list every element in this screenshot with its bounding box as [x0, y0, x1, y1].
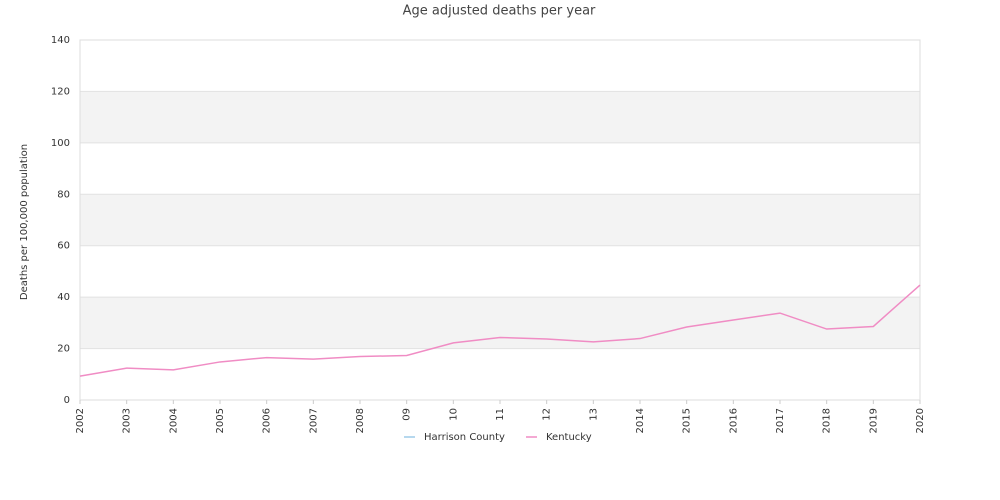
x-tick-label: 2018: [822, 408, 833, 433]
y-tick-label: 140: [51, 35, 70, 46]
x-tick-label: 2004: [168, 408, 179, 433]
x-tick-label: 2020: [915, 408, 926, 433]
x-tick-label: 09: [402, 408, 413, 421]
legend-label: Harrison County: [424, 432, 505, 443]
x-tick-label: 2005: [215, 408, 226, 433]
x-tick-label: 2003: [122, 408, 133, 433]
x-tick-label: 2014: [635, 408, 646, 433]
y-tick-label: 80: [57, 189, 70, 200]
x-tick-label: 2019: [868, 408, 879, 433]
x-tick-label: 2016: [728, 408, 739, 433]
x-tick-label: 2008: [355, 408, 366, 433]
grid-band: [80, 297, 920, 349]
chart-title: Age adjusted deaths per year: [403, 4, 596, 19]
x-tick-label: 11: [495, 408, 506, 421]
x-tick-label: 2017: [775, 408, 786, 433]
legend-label: Kentucky: [546, 432, 592, 443]
x-tick-label: 2006: [262, 408, 273, 433]
y-axis-label: Deaths per 100,000 population: [19, 144, 30, 300]
y-tick-label: 100: [51, 138, 70, 149]
x-tick-label: 12: [542, 408, 553, 421]
x-tick-label: 2007: [308, 408, 319, 433]
series-line: [79, 284, 921, 377]
x-tick-label: 2015: [682, 408, 693, 433]
grid-band: [80, 194, 920, 246]
y-tick-label: 60: [57, 241, 70, 252]
y-tick-label: 0: [64, 395, 70, 406]
y-tick-label: 120: [51, 86, 70, 97]
y-tick-label: 40: [57, 292, 70, 303]
y-tick-label: 20: [57, 344, 70, 355]
x-tick-label: 13: [588, 408, 599, 421]
x-tick-label: 2002: [75, 408, 86, 433]
x-tick-label: 10: [448, 408, 459, 421]
grid-band: [80, 91, 920, 143]
